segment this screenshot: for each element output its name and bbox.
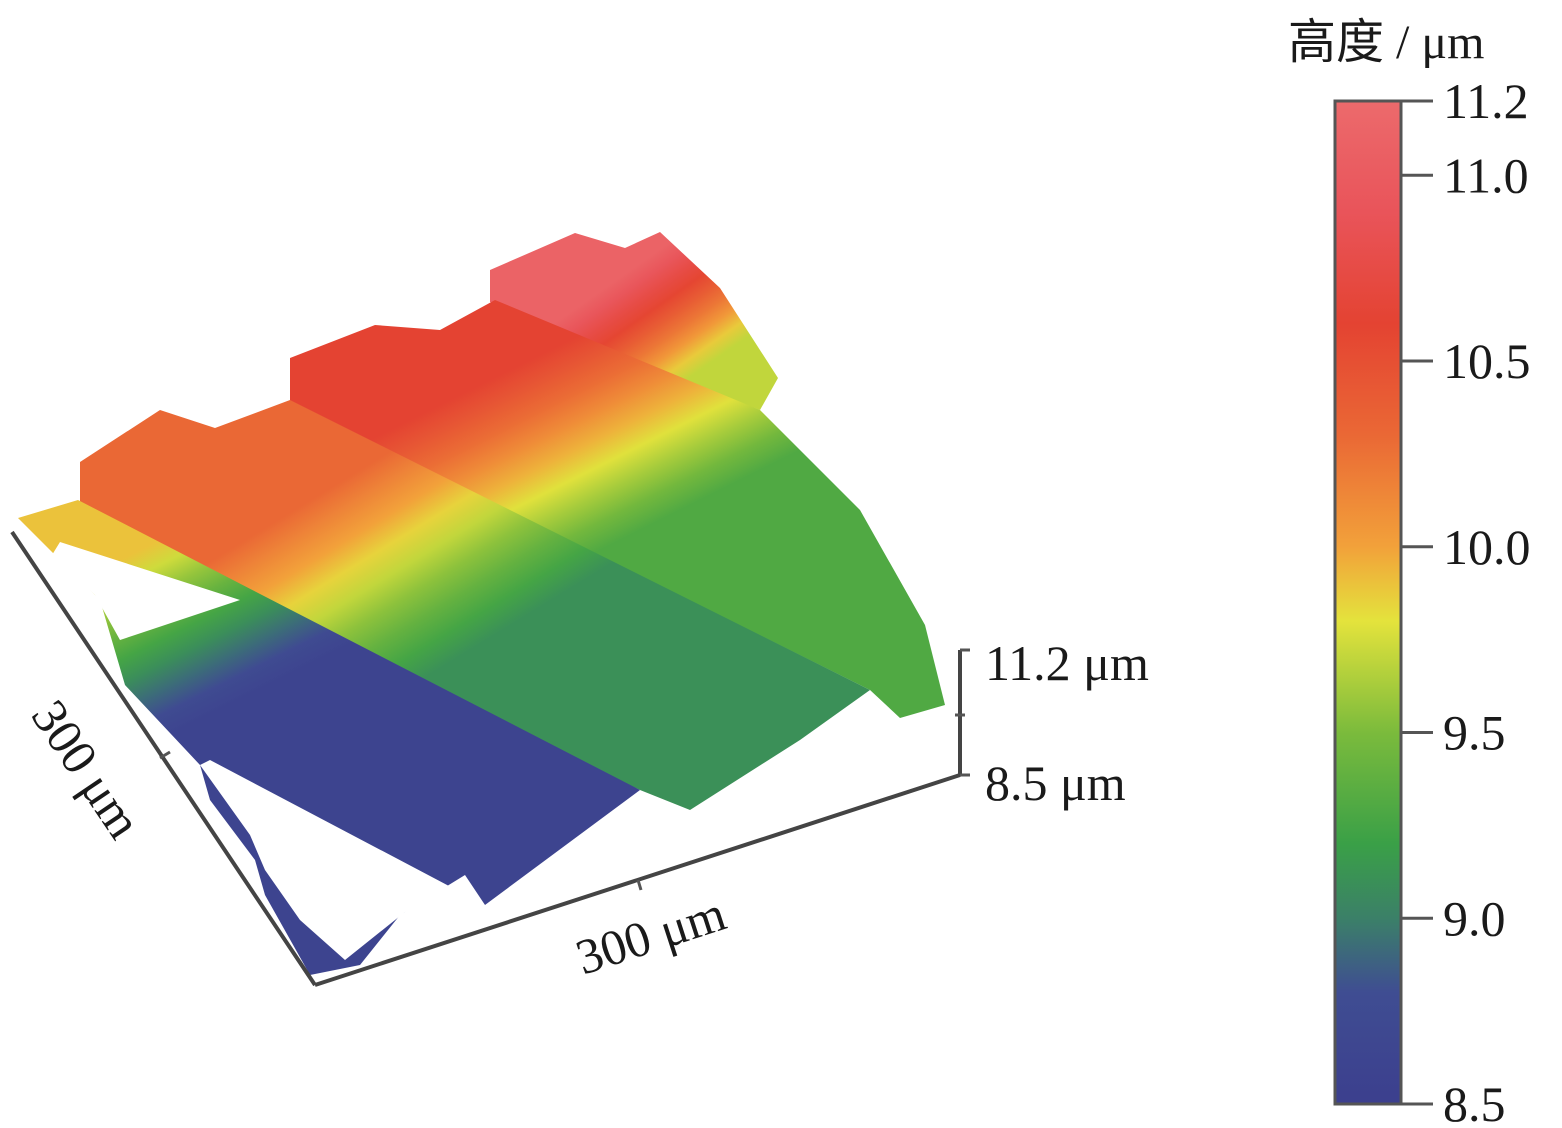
surface-notch xyxy=(200,760,485,960)
colorbar-ticks: 11.2 11.0 10.5 10.0 9.5 9.0 8.5 xyxy=(1401,73,1531,1128)
colorbar-tick-label-3: 10.0 xyxy=(1443,519,1531,575)
x-axis-mid-tick xyxy=(636,879,643,891)
x-axis-line xyxy=(314,773,961,987)
y-axis-mid-tick xyxy=(159,750,171,760)
surface-band-2 xyxy=(80,400,870,810)
x-axis-label: 300 μm xyxy=(569,885,732,986)
z-axis-bottom-label: 8.5 μm xyxy=(985,755,1126,811)
colorbar-title: 高度 / μm xyxy=(1288,16,1484,69)
colorbar-tick-label-6: 8.5 xyxy=(1443,1076,1506,1128)
surface-band-3 xyxy=(290,300,945,718)
axes-3d xyxy=(10,530,970,987)
colorbar-tick-label-2: 10.5 xyxy=(1443,333,1531,389)
colorbar-tick-label-0: 11.2 xyxy=(1443,73,1529,129)
surface-notch xyxy=(52,542,240,640)
colorbar-tick-label-4: 9.5 xyxy=(1443,705,1506,761)
y-axis-line xyxy=(10,530,317,987)
z-axis-top-label: 11.2 μm xyxy=(985,635,1149,691)
surface-band-4 xyxy=(490,232,778,410)
colorbar xyxy=(1333,99,1403,1106)
colorbar-tick-label-5: 9.0 xyxy=(1443,890,1506,946)
height-surface xyxy=(18,232,945,975)
colorbar-tick-label-1: 11.0 xyxy=(1443,147,1529,203)
